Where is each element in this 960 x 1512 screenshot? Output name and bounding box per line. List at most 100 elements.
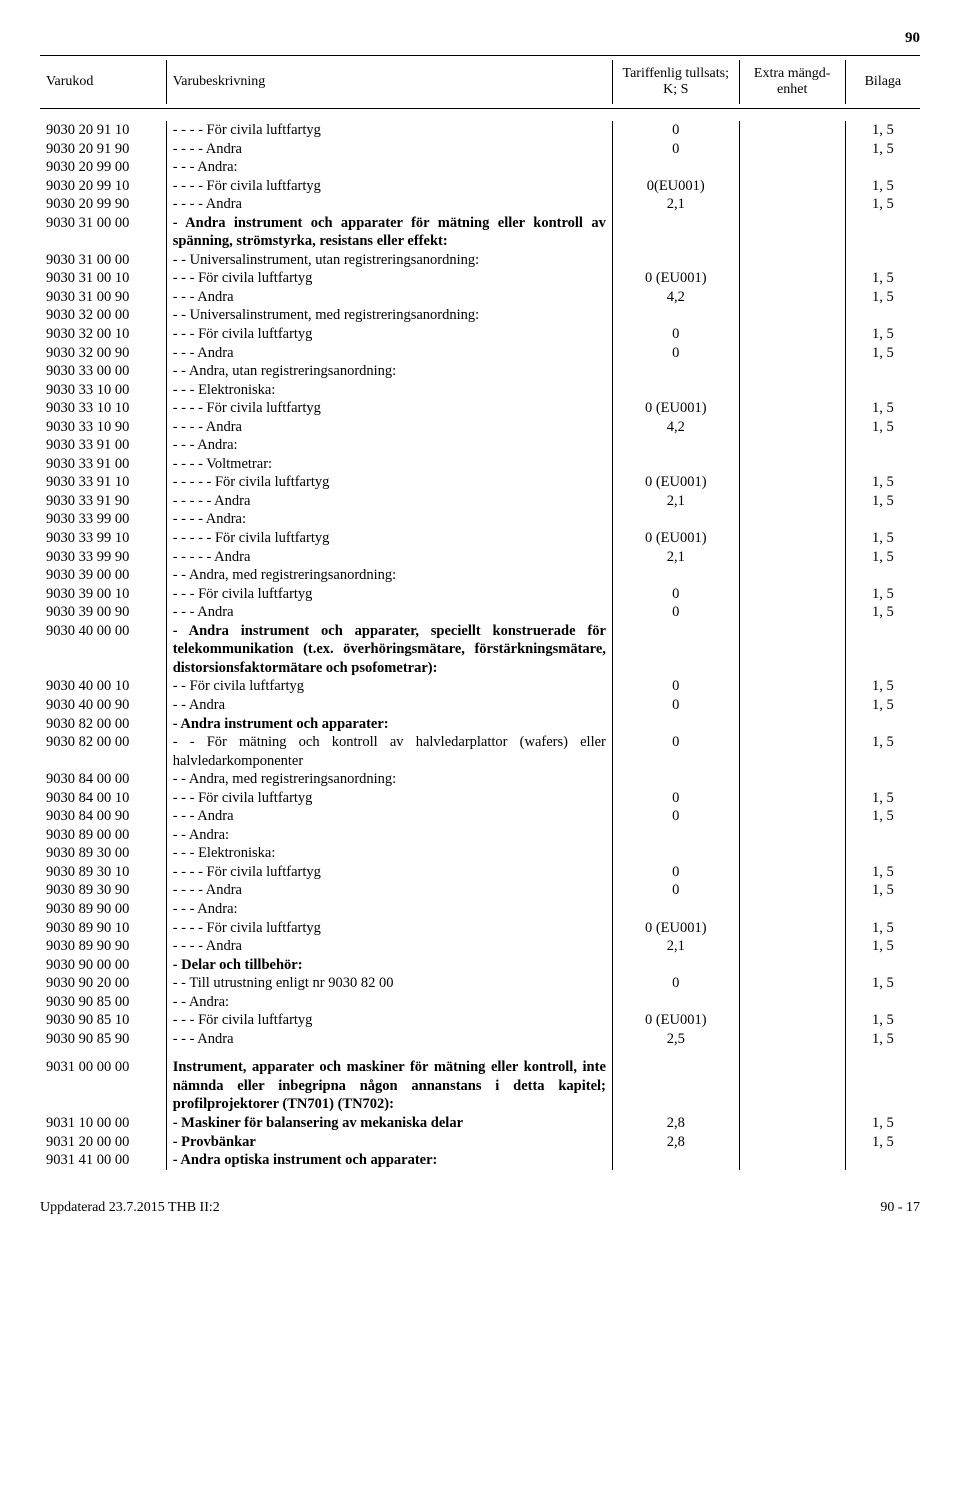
cell-code: 9030 39 00 00: [40, 566, 166, 585]
cell-tariff: 0: [612, 121, 739, 140]
cell-bilaga: 1, 5: [845, 603, 920, 622]
table-row: 9030 33 99 10- - - - - För civila luftfa…: [40, 529, 920, 548]
cell-tariff: [612, 826, 739, 845]
cell-extra: [739, 529, 845, 548]
rule-mid: [40, 108, 920, 109]
cell-bilaga: [845, 510, 920, 529]
cell-extra: [739, 715, 845, 734]
cell-desc: - - - För civila luftfartyg: [166, 325, 612, 344]
cell-extra: [739, 1114, 845, 1133]
header-col-bilaga: Bilaga: [845, 60, 920, 104]
table-row: 9030 39 00 90- - - Andra01, 5: [40, 603, 920, 622]
cell-code: 9030 32 00 90: [40, 344, 166, 363]
table-row: 9030 20 91 10- - - - För civila luftfart…: [40, 121, 920, 140]
cell-code: 9030 82 00 00: [40, 715, 166, 734]
cell-extra: [739, 455, 845, 474]
cell-extra: [739, 436, 845, 455]
cell-bilaga: [845, 844, 920, 863]
cell-bilaga: [845, 214, 920, 251]
cell-extra: [739, 937, 845, 956]
cell-tariff: [612, 566, 739, 585]
table-row: 9030 89 00 00- - Andra:: [40, 826, 920, 845]
cell-bilaga: 1, 5: [845, 585, 920, 604]
cell-desc: - - För civila luftfartyg: [166, 677, 612, 696]
cell-desc: - - - - Andra: [166, 418, 612, 437]
table-row: 9030 31 00 10- - - För civila luftfartyg…: [40, 269, 920, 288]
header-col-code: Varukod: [40, 60, 166, 104]
cell-code: 9030 20 99 90: [40, 195, 166, 214]
cell-code: 9030 31 00 00: [40, 214, 166, 251]
cell-bilaga: [845, 900, 920, 919]
cell-bilaga: 1, 5: [845, 733, 920, 770]
cell-bilaga: [845, 436, 920, 455]
table-row: 9030 89 90 90- - - - Andra2,11, 5: [40, 937, 920, 956]
table-row: 9030 90 00 00- Delar och tillbehör:: [40, 956, 920, 975]
cell-tariff: 0: [612, 974, 739, 993]
cell-code: 9030 20 91 10: [40, 121, 166, 140]
cell-extra: [739, 325, 845, 344]
cell-code: 9030 89 90 00: [40, 900, 166, 919]
header-col-desc: Varubeskrivning: [166, 60, 612, 104]
cell-bilaga: 1, 5: [845, 1030, 920, 1049]
cell-bilaga: 1, 5: [845, 974, 920, 993]
cell-extra: [739, 919, 845, 938]
cell-code: 9030 90 85 00: [40, 993, 166, 1012]
spacer-row: [40, 1048, 920, 1058]
cell-tariff: 0: [612, 789, 739, 808]
cell-desc: - - Andra, utan registreringsanordning:: [166, 362, 612, 381]
cell-desc: - - Andra: [166, 696, 612, 715]
table-row: 9031 00 00 00Instrument, apparater och m…: [40, 1058, 920, 1114]
cell-extra: [739, 1011, 845, 1030]
cell-extra: [739, 733, 845, 770]
cell-desc: - - - Andra:: [166, 158, 612, 177]
cell-code: 9030 31 00 10: [40, 269, 166, 288]
cell-tariff: [612, 622, 739, 678]
cell-extra: [739, 826, 845, 845]
cell-bilaga: 1, 5: [845, 418, 920, 437]
cell-extra: [739, 473, 845, 492]
cell-bilaga: [845, 1058, 920, 1114]
cell-code: 9030 33 99 90: [40, 548, 166, 567]
cell-code: 9030 89 30 10: [40, 863, 166, 882]
cell-tariff: [612, 900, 739, 919]
cell-bilaga: [845, 622, 920, 678]
cell-bilaga: 1, 5: [845, 325, 920, 344]
cell-tariff: [612, 844, 739, 863]
spacer-cell: [739, 1048, 845, 1058]
cell-code: 9031 10 00 00: [40, 1114, 166, 1133]
cell-extra: [739, 677, 845, 696]
cell-bilaga: 1, 5: [845, 919, 920, 938]
cell-bilaga: [845, 826, 920, 845]
cell-tariff: 0: [612, 325, 739, 344]
header-col-tariff: Tariffenlig tullsats; K; S: [612, 60, 739, 104]
cell-code: 9030 82 00 00: [40, 733, 166, 770]
cell-tariff: 0: [612, 881, 739, 900]
cell-tariff: 0: [612, 585, 739, 604]
cell-tariff: [612, 306, 739, 325]
table-row: 9030 33 10 10- - - - För civila luftfart…: [40, 399, 920, 418]
cell-code: 9030 89 00 00: [40, 826, 166, 845]
table-row: 9031 10 00 00- Maskiner för balansering …: [40, 1114, 920, 1133]
cell-extra: [739, 696, 845, 715]
cell-tariff: 2,5: [612, 1030, 739, 1049]
cell-extra: [739, 344, 845, 363]
spacer-cell: [845, 1048, 920, 1058]
table-row: 9030 84 00 00- - Andra, med registrering…: [40, 770, 920, 789]
cell-code: 9030 84 00 00: [40, 770, 166, 789]
cell-bilaga: 1, 5: [845, 269, 920, 288]
cell-desc: - - Andra:: [166, 993, 612, 1012]
cell-desc: - Andra instrument och apparater, specie…: [166, 622, 612, 678]
cell-extra: [739, 1133, 845, 1152]
cell-extra: [739, 603, 845, 622]
cell-bilaga: [845, 715, 920, 734]
cell-desc: - Provbänkar: [166, 1133, 612, 1152]
cell-tariff: 0: [612, 677, 739, 696]
cell-extra: [739, 770, 845, 789]
cell-code: 9030 84 00 10: [40, 789, 166, 808]
cell-tariff: 2,1: [612, 492, 739, 511]
cell-tariff: [612, 956, 739, 975]
cell-desc: - - - - - För civila luftfartyg: [166, 473, 612, 492]
cell-extra: [739, 956, 845, 975]
table-row: 9030 33 91 10- - - - - För civila luftfa…: [40, 473, 920, 492]
cell-extra: [739, 566, 845, 585]
